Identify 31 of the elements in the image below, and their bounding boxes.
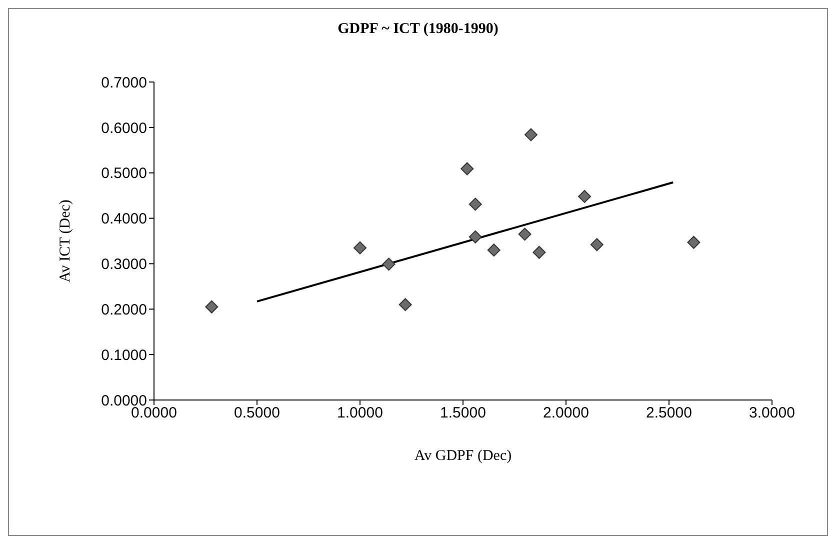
point — [460, 162, 474, 176]
x-tick-label: 3.0000 — [749, 404, 795, 422]
point — [398, 298, 412, 312]
point — [518, 228, 532, 241]
x-tick-label: 1.0000 — [337, 404, 383, 422]
point — [382, 258, 396, 271]
y-axis-title: Av ICT (Dec) — [57, 200, 74, 282]
x-tick-label: 0.0000 — [131, 404, 177, 422]
point — [205, 300, 218, 314]
x-tick-label: 1.5000 — [440, 404, 486, 422]
y-tick-label: 0.4000 — [101, 210, 147, 228]
point — [354, 241, 366, 254]
y-tick-label: 0.7000 — [101, 74, 147, 92]
y-tick-label: 0.1000 — [101, 346, 147, 364]
point — [687, 236, 700, 249]
y-tick-label: 0.2000 — [101, 301, 147, 318]
point — [524, 128, 538, 142]
x-axis-title: Av GDPF (Dec) — [414, 448, 512, 464]
point — [532, 246, 546, 259]
point — [487, 244, 500, 257]
point — [578, 190, 592, 203]
point — [468, 230, 482, 244]
point — [590, 238, 604, 252]
x-tick-label: 2.0000 — [543, 404, 589, 422]
y-tick-label: 0.5000 — [101, 165, 147, 182]
x-tick-label: 0.5000 — [234, 404, 280, 422]
x-tick-label: 2.5000 — [646, 404, 692, 422]
y-tick-label: 0.6000 — [101, 120, 147, 137]
chart-title: GDPF ~ ICT (1980-1990) — [336, 21, 500, 38]
y-tick-label: 0.3000 — [101, 256, 147, 274]
point — [468, 198, 482, 211]
